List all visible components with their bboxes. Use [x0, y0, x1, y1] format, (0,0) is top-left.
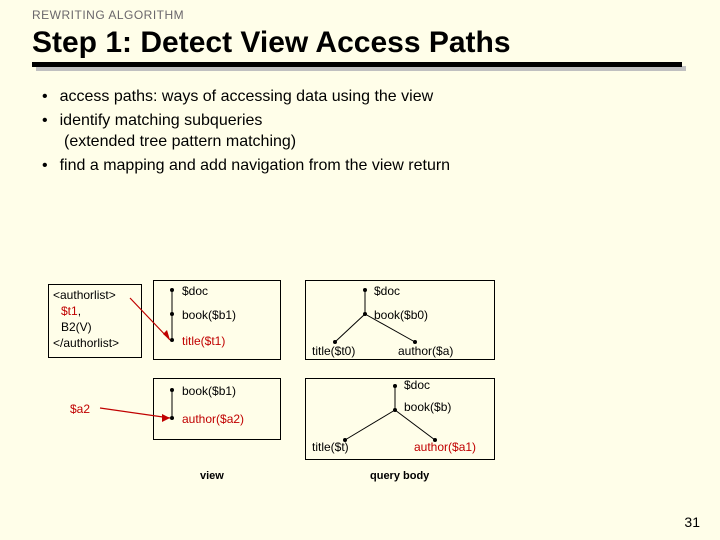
mapping-arrows [0, 272, 720, 532]
title-underline [32, 62, 682, 67]
page-title: Step 1: Detect View Access Paths [32, 26, 511, 60]
caption-view: view [200, 470, 224, 482]
slide-number: 31 [684, 514, 700, 530]
bullet-2: identify matching subqueries(extended tr… [42, 110, 450, 153]
bullet-list: access paths: ways of accessing data usi… [42, 86, 450, 178]
caption-query: query body [370, 470, 429, 482]
header-label: REWRITING ALGORITHM [32, 8, 184, 22]
diagram-area: <authorlist> $t1, B2(V) </authorlist> $a… [0, 272, 720, 532]
bullet-3: find a mapping and add navigation from t… [42, 155, 450, 177]
bullet-1: access paths: ways of accessing data usi… [42, 86, 450, 108]
